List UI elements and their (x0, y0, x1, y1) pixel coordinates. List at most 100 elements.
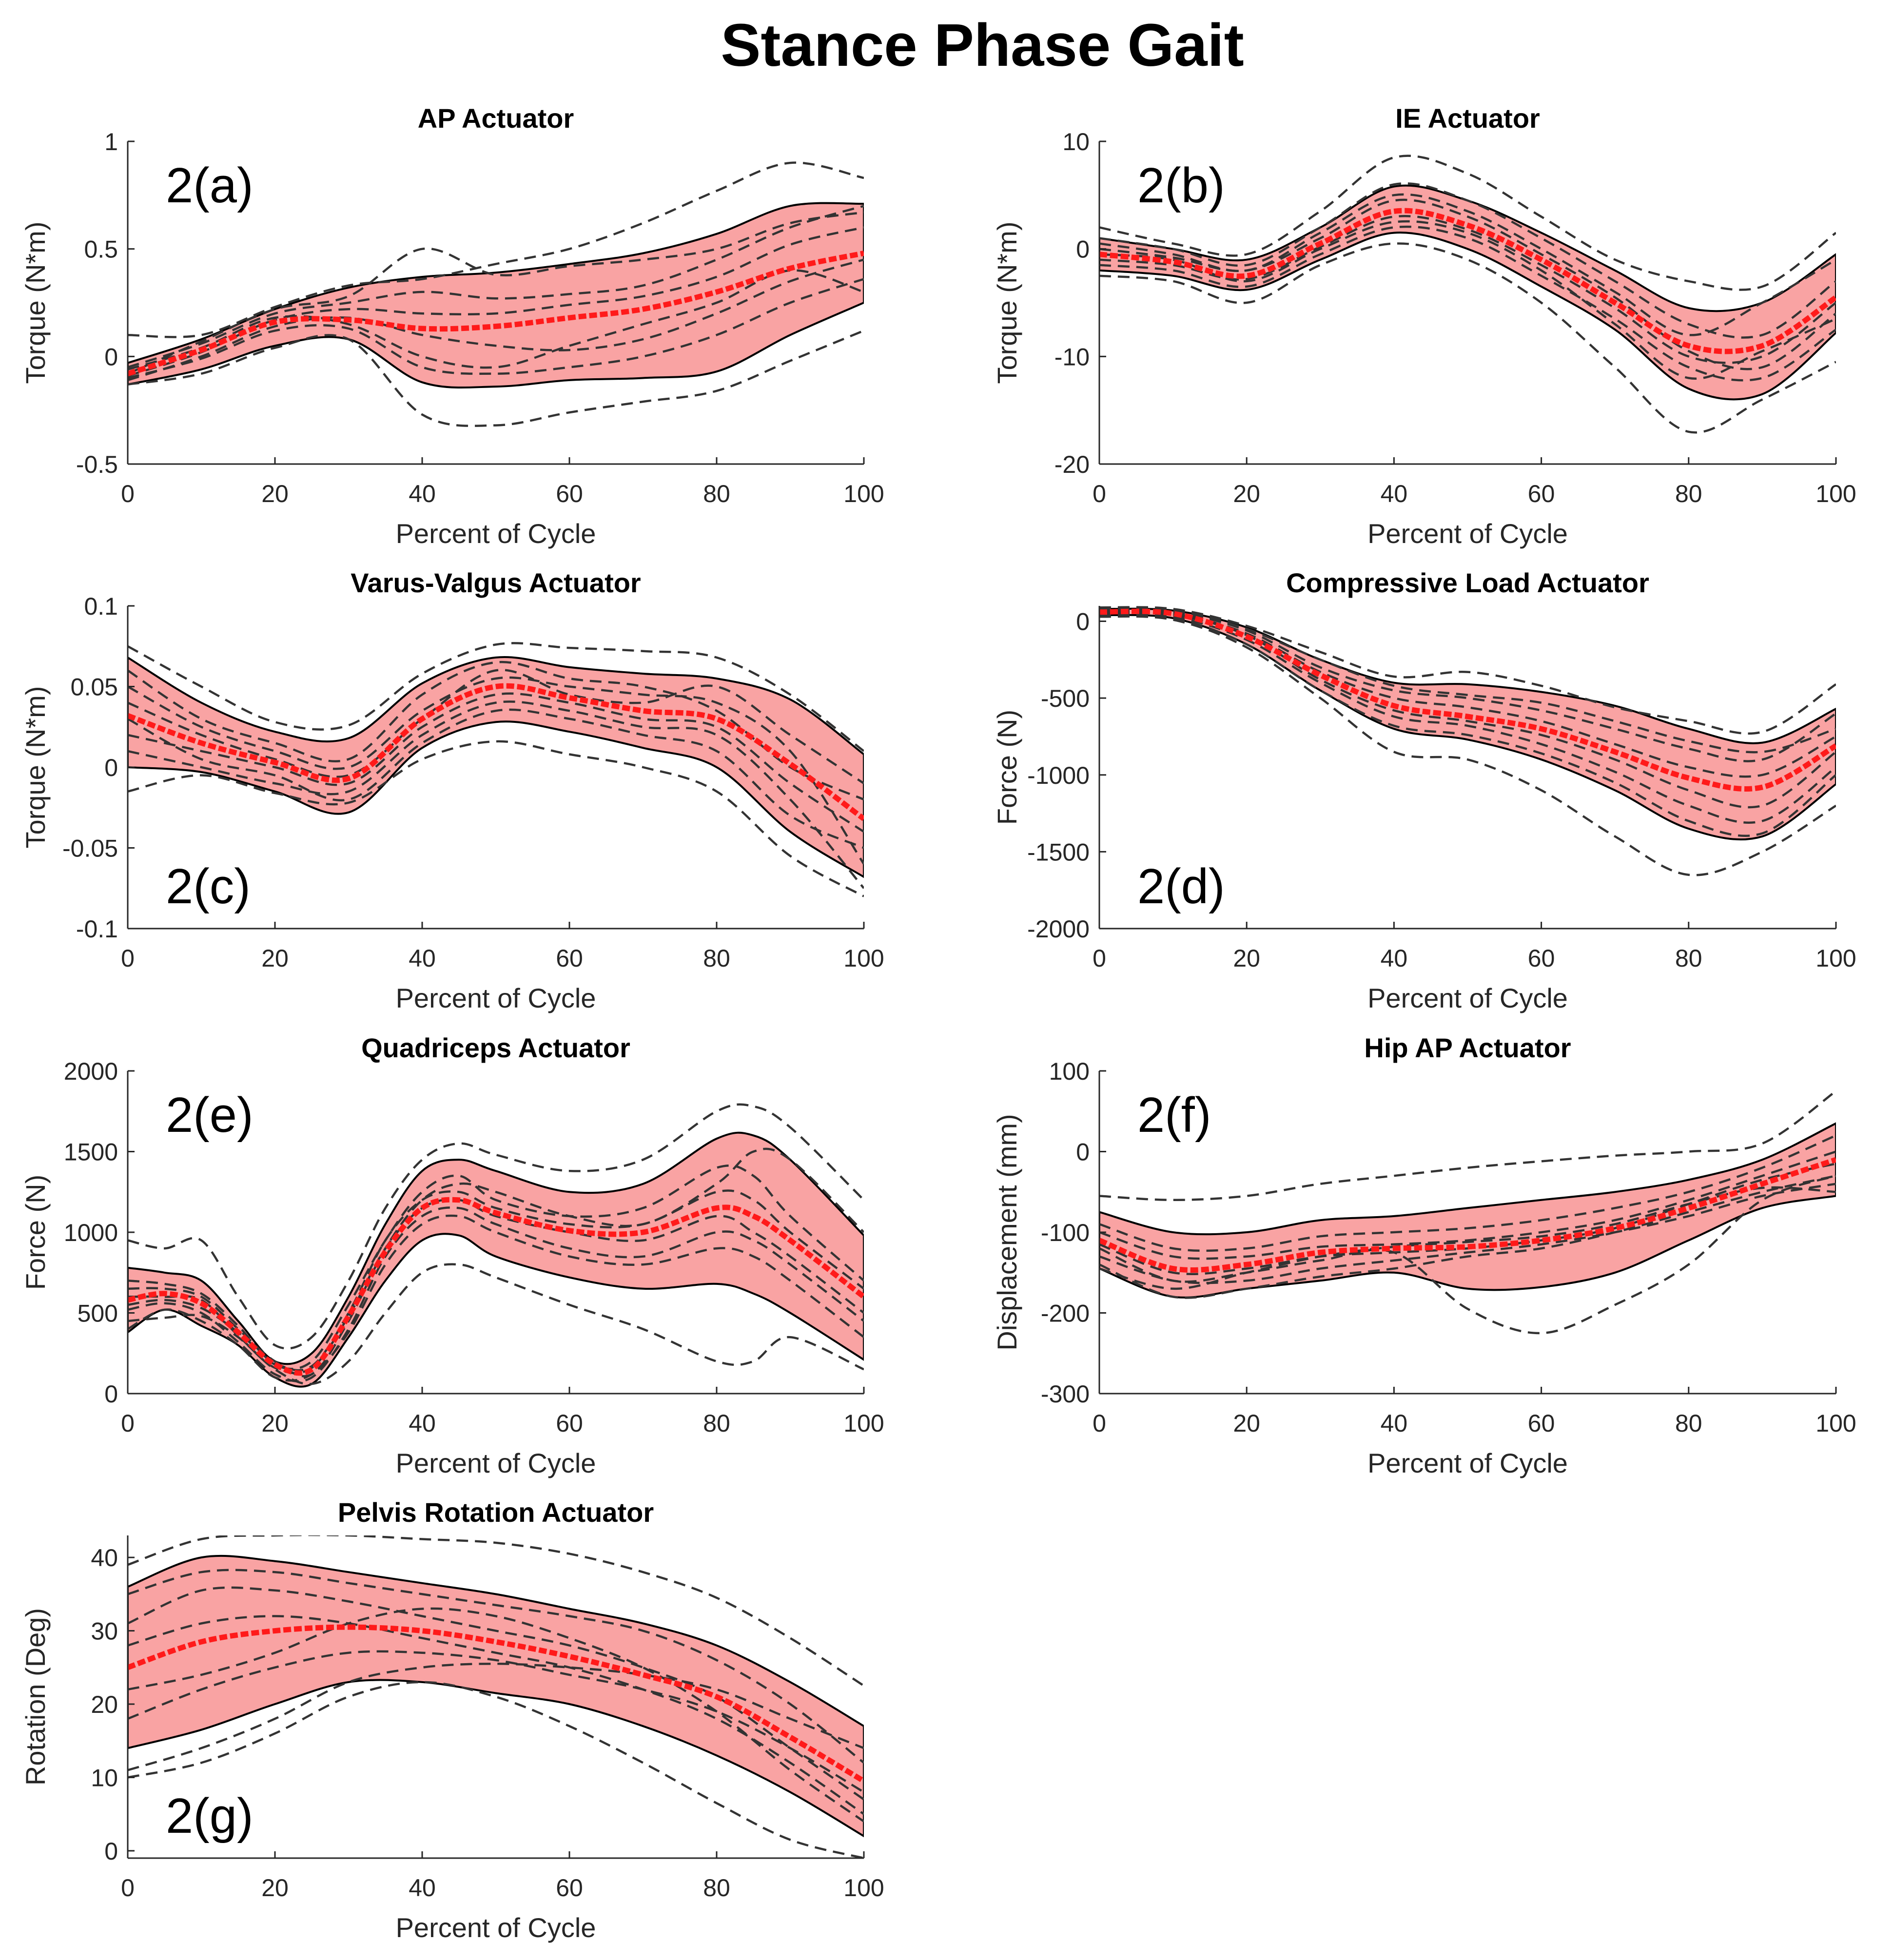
trial-line-e-6 (128, 1198, 864, 1375)
trial-line-b-7 (1099, 182, 1836, 339)
y-axis-label: Torque (N*m) (992, 222, 1022, 384)
trial-line-d-3 (1099, 609, 1836, 762)
std-band-c (128, 656, 864, 878)
trial-line-d-2 (1099, 615, 1836, 876)
y-tick-label: -1000 (1027, 762, 1090, 789)
x-tick-label: 100 (843, 1874, 884, 1902)
trial-line-e-2 (128, 1263, 864, 1385)
trial-line-a-1 (128, 161, 864, 338)
trial-line-f-4 (1099, 1175, 1836, 1299)
panel-title: IE Actuator (1395, 103, 1540, 134)
trial-line-d-6 (1099, 611, 1836, 809)
y-tick-label: 0 (1076, 236, 1090, 263)
figure-title: Stance Phase Gait (721, 12, 1244, 79)
trial-line-b-2 (1099, 242, 1836, 434)
x-tick-label: 0 (121, 480, 135, 507)
y-tick-label: 0 (1076, 1139, 1090, 1166)
panel-label: 2(f) (1137, 1088, 1211, 1143)
mean-line-f (1099, 1157, 1836, 1273)
x-tick-label: 100 (1815, 480, 1856, 507)
x-tick-label: 40 (409, 480, 436, 507)
y-tick-label: -300 (1041, 1380, 1090, 1408)
trial-line-c-6 (128, 692, 864, 833)
plot-area-f (1099, 1090, 1836, 1335)
y-axis-label: Rotation (Deg) (20, 1608, 51, 1785)
y-tick-label: -200 (1041, 1300, 1090, 1327)
trial-line-g-5 (128, 1569, 864, 1764)
x-tick-label: 80 (703, 480, 730, 507)
trial-line-c-8 (128, 708, 864, 849)
x-tick-label: 20 (261, 1874, 289, 1902)
mean-line-c (128, 683, 864, 821)
x-tick-label: 100 (843, 480, 884, 507)
x-tick-label: 20 (1233, 480, 1260, 507)
x-tick-label: 40 (1381, 480, 1408, 507)
x-tick-label: 100 (1815, 1410, 1856, 1437)
x-tick-label: 80 (1675, 1410, 1702, 1437)
y-axis-label: Displacement (mm) (992, 1114, 1022, 1350)
y-axis-label: Torque (N*m) (20, 686, 51, 849)
y-tick-label: 0 (104, 1380, 118, 1408)
trial-line-b-1 (1099, 155, 1836, 291)
x-tick-label: 20 (261, 945, 289, 972)
panel-title: AP Actuator (418, 103, 574, 134)
x-tick-label: 40 (409, 945, 436, 972)
trial-line-f-8 (1099, 1186, 1836, 1290)
x-tick-label: 60 (556, 1874, 583, 1902)
y-tick-label: -100 (1041, 1219, 1090, 1246)
y-axis-label: Force (N) (992, 710, 1022, 825)
y-axis-label: Torque (N*m) (20, 222, 51, 384)
y-tick-label: 0.5 (84, 236, 118, 263)
trial-line-a-2 (128, 330, 864, 427)
x-tick-label: 80 (1675, 480, 1702, 507)
trial-line-f-3 (1099, 1150, 1836, 1260)
x-tick-label: 60 (556, 480, 583, 507)
trial-line-g-8 (128, 1615, 864, 1815)
x-tick-label: 20 (1233, 1410, 1260, 1437)
chart-panel-f: 0 20 40 60 80 100 -300 -200 -100 0 100 Hip AP Actua… (992, 1032, 1856, 1478)
x-axis-label: Percent of Cycle (396, 518, 596, 549)
trial-line-g-7 (128, 1663, 864, 1771)
trial-line-d-1 (1099, 606, 1836, 735)
y-tick-label: 1500 (64, 1139, 118, 1166)
y-axis-label: Force (N) (20, 1175, 51, 1290)
trial-line-f-1 (1099, 1090, 1836, 1202)
panel-title: Varus-Valgus Actuator (351, 567, 641, 598)
plot-area-c (128, 642, 864, 897)
trial-line-f-7 (1099, 1163, 1836, 1275)
y-tick-label: 0 (104, 1838, 118, 1865)
x-tick-label: 0 (1093, 480, 1106, 507)
mean-line-d (1099, 608, 1836, 792)
y-tick-label: 0.1 (84, 593, 118, 620)
std-band-a (128, 202, 864, 389)
plot-area-a (128, 161, 864, 427)
x-tick-label: 40 (409, 1874, 436, 1902)
y-tick-label: 100 (1049, 1058, 1090, 1085)
trial-line-e-5 (128, 1164, 864, 1370)
trial-line-e-3 (128, 1147, 864, 1378)
x-tick-label: 80 (703, 1874, 730, 1902)
trial-line-a-5 (128, 205, 864, 369)
y-tick-label: 1 (104, 128, 118, 155)
y-tick-label: -20 (1054, 451, 1090, 478)
x-tick-label: 100 (843, 1410, 884, 1437)
x-axis-label: Percent of Cycle (1367, 1448, 1568, 1478)
trial-line-g-1 (128, 1535, 864, 1687)
plot-area-b (1099, 155, 1836, 434)
x-tick-label: 0 (1093, 1410, 1106, 1437)
y-tick-label: 0 (104, 343, 118, 370)
trial-line-a-8 (128, 269, 864, 370)
x-tick-label: 20 (261, 1410, 289, 1437)
chart-panel-b: 0 20 40 60 80 100 -20 -10 0 10 IE Actuator Percent … (992, 103, 1856, 549)
plot-area-d (1099, 606, 1836, 876)
trial-line-b-8 (1099, 220, 1836, 380)
panel-title: Compressive Load Actuator (1286, 567, 1649, 598)
y-tick-label: 10 (91, 1765, 118, 1792)
x-tick-label: 60 (1528, 480, 1555, 507)
chart-panel-c: 0 20 40 60 80 100 -0.1 -0.05 0 0.05 0.1 Varus-Valgu… (20, 567, 884, 1013)
plot-area-g (128, 1535, 864, 1858)
